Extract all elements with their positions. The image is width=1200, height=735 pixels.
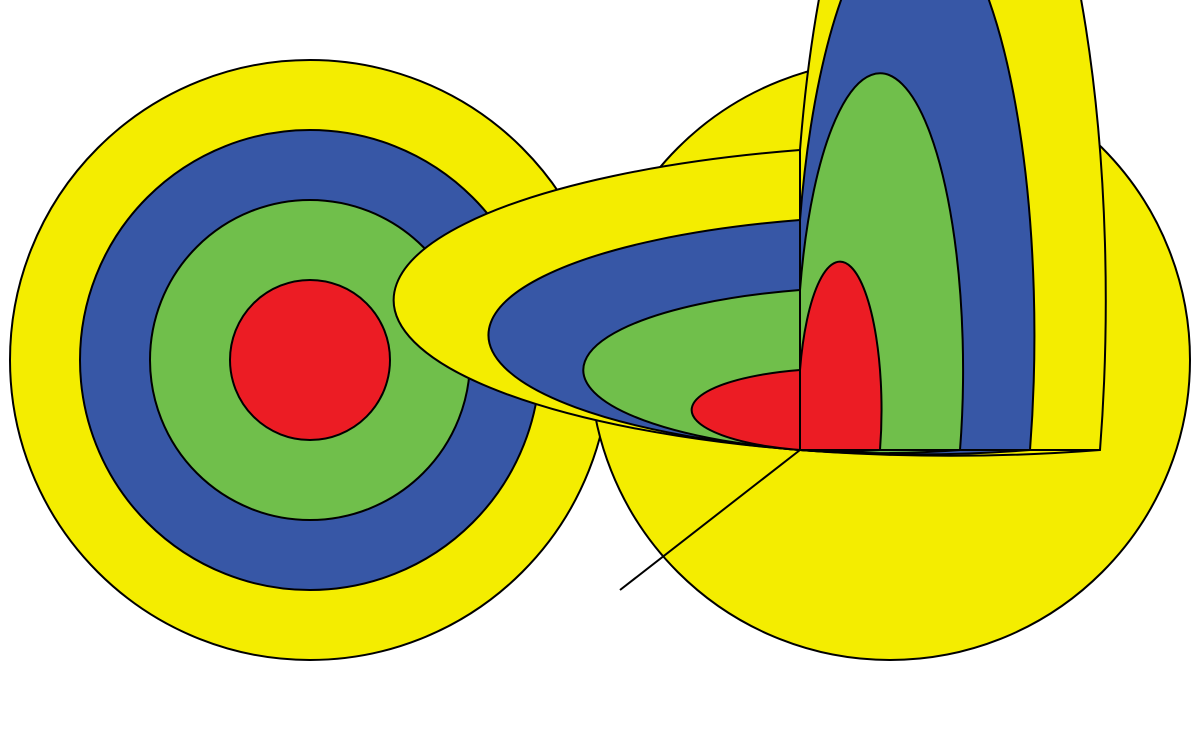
ring-core — [230, 280, 390, 440]
layered-sphere-diagram — [0, 0, 1200, 735]
